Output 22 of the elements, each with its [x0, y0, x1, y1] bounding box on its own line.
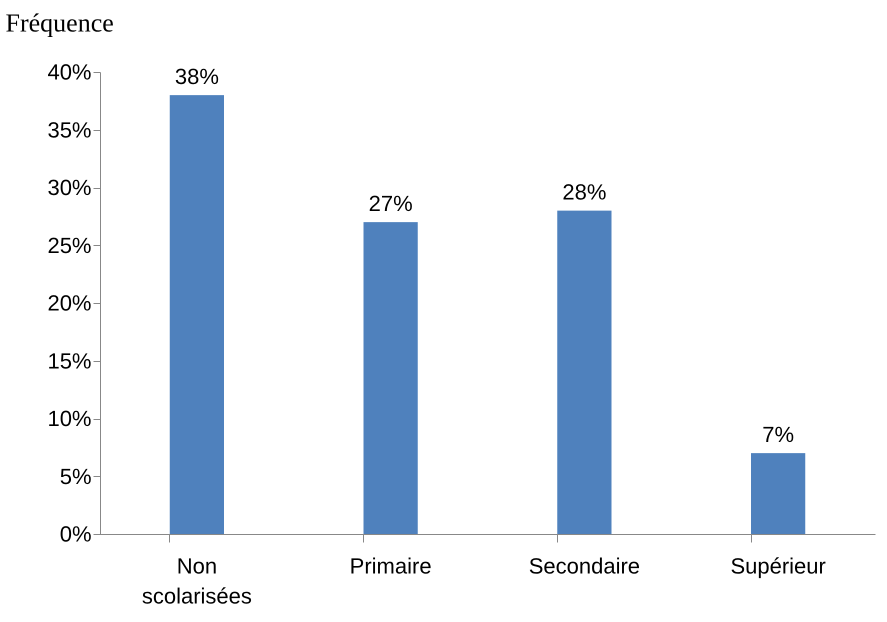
bar — [364, 222, 418, 534]
bar — [751, 453, 806, 534]
data-label: 38% — [174, 64, 219, 90]
data-label: 28% — [562, 180, 606, 205]
x-tick-label: Secondaire — [528, 554, 640, 578]
x-tick-label: Supérieur — [730, 554, 826, 578]
bar — [170, 95, 224, 534]
y-tick-label: 40% — [47, 60, 92, 84]
y-tick-label: 15% — [47, 348, 92, 374]
bar — [557, 210, 612, 534]
y-tick-label: 25% — [47, 232, 92, 258]
y-tick-label: 0% — [60, 522, 92, 546]
y-axis-title: Fréquence — [6, 8, 114, 38]
x-tick-label: Non scolarisées — [142, 554, 252, 608]
y-tick-label: 5% — [60, 464, 92, 489]
y-tick-label: 20% — [47, 290, 92, 316]
y-tick-label: 30% — [47, 175, 92, 200]
data-label: 7% — [762, 422, 794, 448]
x-tick-label: Primaire — [350, 554, 432, 578]
y-tick-label: 10% — [47, 406, 92, 431]
y-tick-label: 35% — [47, 117, 92, 142]
data-label: 27% — [368, 191, 413, 216]
